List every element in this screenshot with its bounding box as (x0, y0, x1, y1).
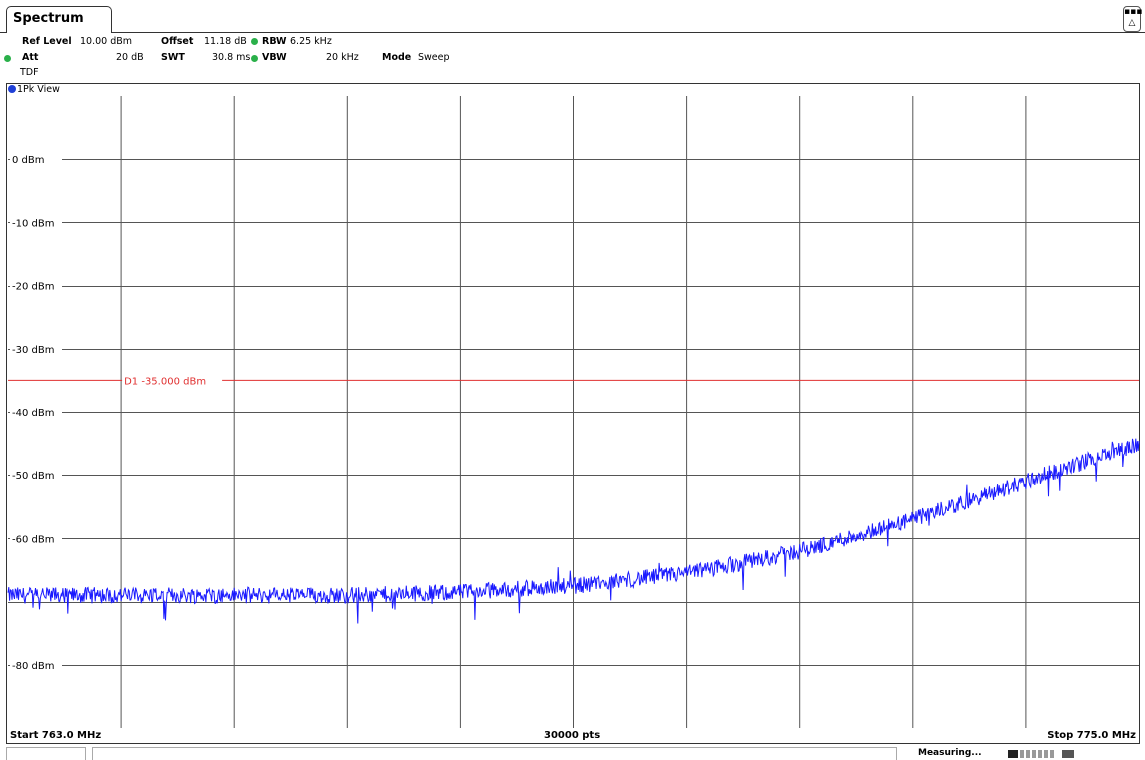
att-status-dot-icon (4, 54, 11, 65)
sweep-points: 30000 pts (544, 730, 601, 741)
view-title: 1Pk View (8, 84, 60, 95)
window-toggle-icon[interactable]: ▪▪▪ △ (1123, 6, 1142, 32)
y-tick-label-bg (10, 468, 62, 482)
y-tick-label-bg (10, 341, 62, 355)
y-tick-label-bg (10, 657, 62, 671)
swt-value: 30.8 ms (212, 52, 251, 63)
rbw-value: 6.25 kHz (290, 36, 332, 47)
vbw-value: 20 kHz (326, 52, 359, 63)
tab-spectrum-label: Spectrum (13, 11, 84, 26)
view-title-label: 1Pk View (17, 84, 60, 95)
stop-frequency: Stop 775.0 MHz (1047, 730, 1136, 741)
vbw-status-dot-icon (251, 54, 258, 65)
y-tick-label-bg (10, 405, 62, 418)
measuring-status: Measuring... (918, 748, 982, 758)
swt-label: SWT (161, 52, 185, 63)
frequency-footer: Start 763.0 MHz 30000 pts Stop 775.0 MHz (6, 728, 1140, 744)
y-tick-label: -40 dBm (12, 408, 54, 419)
rbw-label: RBW (262, 36, 287, 47)
y-tick-label: -20 dBm (12, 282, 54, 293)
y-tick-label-bg (10, 215, 62, 229)
spectrum-trace (7, 438, 1140, 624)
att-value: 20 dB (116, 52, 144, 63)
ref-level-value: 10.00 dBm (80, 36, 133, 47)
status-field-1 (6, 747, 86, 760)
progress-indicator (1008, 750, 1078, 758)
y-tick-label: 0 dBm (12, 155, 45, 166)
offset-label: Offset (161, 36, 194, 47)
tdf-label: TDF (20, 67, 39, 78)
y-tick-label: -80 dBm (12, 661, 54, 672)
trace-dot-icon (8, 85, 16, 93)
y-tick-label: -50 dBm (12, 471, 54, 482)
y-tick-label: -30 dBm (12, 345, 54, 356)
tab-spectrum[interactable]: Spectrum (6, 6, 112, 32)
y-tick-label: -60 dBm (12, 534, 54, 545)
start-frequency: Start 763.0 MHz (10, 730, 102, 741)
offset-value: 11.18 dB (204, 36, 247, 47)
tab-divider-left (0, 32, 7, 33)
y-tick-label: -10 dBm (12, 218, 54, 229)
tab-bar: Spectrum ▪▪▪ △ (0, 0, 1145, 34)
vbw-label: VBW (262, 52, 287, 63)
y-tick-label-bg (10, 152, 62, 166)
status-field-2 (92, 747, 897, 760)
y-tick-label-bg (10, 278, 62, 292)
settings-panel: Ref Level 10.00 dBm Offset 11.18 dB RBW … (0, 34, 1145, 84)
att-label: Att (22, 52, 39, 63)
y-tick-label-bg (10, 531, 62, 545)
status-bar: Measuring... (0, 745, 1145, 760)
display-line-label: D1 -35.000 dBm (124, 376, 206, 387)
mode-value: Sweep (418, 52, 450, 63)
mode-label: Mode (382, 52, 412, 63)
tab-divider (111, 32, 1145, 33)
rbw-status-dot-icon (251, 37, 258, 48)
display-line-label-bg (122, 373, 223, 387)
view-frame (6, 83, 1140, 744)
ref-level-label: Ref Level (22, 36, 72, 47)
